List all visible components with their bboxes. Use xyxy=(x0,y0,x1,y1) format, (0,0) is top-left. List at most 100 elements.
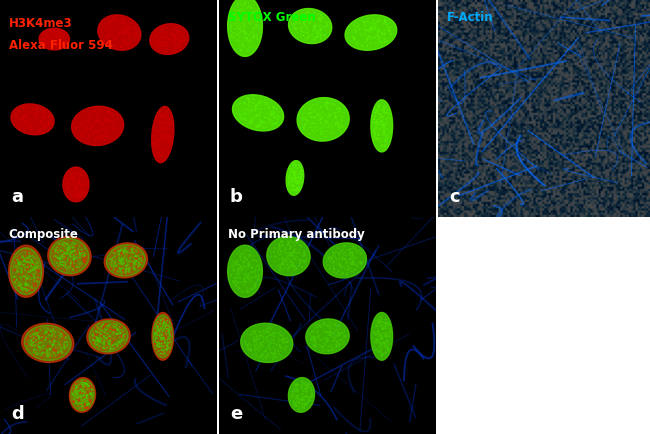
Point xyxy=(118,20,129,26)
Point xyxy=(113,327,124,334)
Point xyxy=(347,258,358,265)
Point xyxy=(62,176,73,183)
Point xyxy=(23,258,34,265)
Point xyxy=(159,350,170,357)
Point xyxy=(303,112,313,118)
Point xyxy=(112,34,122,41)
Point xyxy=(382,107,393,114)
Point xyxy=(376,39,386,46)
Point xyxy=(161,27,172,34)
Point xyxy=(69,265,79,272)
Point xyxy=(76,395,86,402)
Point xyxy=(163,122,174,129)
Point xyxy=(123,20,133,27)
Point xyxy=(303,34,313,41)
Point xyxy=(369,115,380,122)
Point xyxy=(21,340,31,347)
Point xyxy=(265,355,275,362)
Point xyxy=(79,176,89,183)
Point xyxy=(23,283,34,290)
Point xyxy=(27,281,38,288)
Point xyxy=(335,122,346,129)
Point xyxy=(289,170,300,177)
Point xyxy=(87,390,98,397)
Point xyxy=(299,122,309,129)
Point xyxy=(179,35,190,42)
Point xyxy=(77,253,88,260)
Point xyxy=(53,33,63,40)
Point xyxy=(298,18,309,25)
Point xyxy=(341,332,351,339)
Point xyxy=(27,266,38,273)
Point xyxy=(346,37,357,44)
Point xyxy=(310,340,320,347)
Point xyxy=(245,348,255,355)
Point xyxy=(127,258,138,265)
Point xyxy=(23,105,34,112)
Point xyxy=(71,190,81,197)
Point xyxy=(248,268,259,275)
Point xyxy=(92,343,102,350)
Point xyxy=(44,349,54,356)
Point xyxy=(378,325,389,332)
Point xyxy=(99,346,109,353)
Point xyxy=(104,252,114,259)
Point xyxy=(72,184,82,191)
Point xyxy=(106,337,116,344)
Point xyxy=(84,383,94,390)
Point xyxy=(88,390,98,397)
Point xyxy=(382,107,393,114)
Point xyxy=(23,259,33,266)
Point xyxy=(29,274,39,281)
Point xyxy=(31,329,42,336)
Point xyxy=(290,167,300,174)
Point xyxy=(73,389,83,396)
Point xyxy=(152,340,162,347)
Point xyxy=(300,18,310,25)
Point xyxy=(265,332,275,339)
Point xyxy=(69,177,79,184)
Point xyxy=(368,129,378,136)
Point xyxy=(309,36,320,43)
Point xyxy=(92,118,103,125)
Point xyxy=(80,182,90,189)
Point xyxy=(291,388,302,395)
Point xyxy=(163,35,174,42)
Point xyxy=(335,262,345,269)
Point xyxy=(339,331,350,338)
Point xyxy=(372,137,383,144)
Point xyxy=(72,388,82,395)
Point xyxy=(118,255,129,262)
Point xyxy=(294,406,304,413)
Point xyxy=(38,122,49,128)
Point xyxy=(120,19,131,26)
Point xyxy=(118,257,128,264)
Point xyxy=(291,180,302,187)
Point xyxy=(88,339,98,346)
Point xyxy=(21,122,31,129)
Point xyxy=(21,281,32,288)
Point xyxy=(84,392,95,399)
Point xyxy=(25,264,35,271)
Point xyxy=(21,275,32,282)
Point xyxy=(120,334,130,341)
Point xyxy=(90,340,100,347)
Point xyxy=(100,126,110,133)
Point xyxy=(326,344,337,351)
Point xyxy=(282,253,293,260)
Point xyxy=(105,345,116,352)
Point xyxy=(237,41,247,48)
Point xyxy=(277,260,287,267)
Point xyxy=(229,266,240,273)
Point xyxy=(43,351,53,358)
Point xyxy=(69,252,79,259)
Point xyxy=(332,326,343,333)
Point xyxy=(161,323,172,330)
Point xyxy=(162,30,173,37)
Point xyxy=(308,27,318,34)
Point xyxy=(77,404,88,411)
Point xyxy=(44,344,54,351)
Point xyxy=(111,248,122,255)
Text: b: b xyxy=(230,188,242,206)
Point xyxy=(164,117,175,124)
